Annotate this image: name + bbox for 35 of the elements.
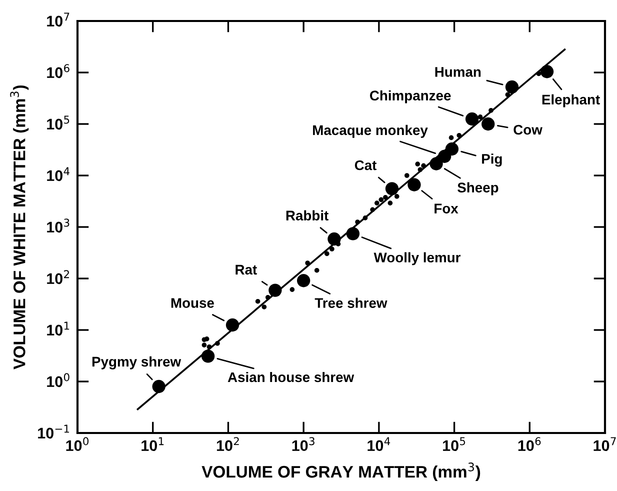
annotation: Macaque monkey bbox=[313, 124, 428, 138]
x-tick-label: 10$^{1}$ bbox=[142, 437, 164, 452]
annotation: Pig bbox=[482, 154, 502, 167]
annotation: Rat bbox=[236, 264, 257, 275]
annotation: Chimpanzee bbox=[370, 90, 451, 104]
annotation: Rabbit bbox=[286, 210, 328, 220]
y-axis-title: VOLUME OF WHITE MATTER (mm$^{3}$) bbox=[10, 85, 29, 370]
x-tick-label: 10$^{4}$ bbox=[368, 437, 390, 452]
x-tick-label: 10$^{0}$ bbox=[66, 437, 89, 452]
y-tick-label: 10$^{2}$ bbox=[47, 270, 69, 284]
y-tick-label: 10$^{4}$ bbox=[47, 167, 70, 182]
x-axis-title: VOLUME OF GRAY MATTER (mm$^{3}$) bbox=[202, 462, 480, 482]
annotation: Elephant bbox=[542, 94, 600, 108]
y-tick-label: 10$^{1}$ bbox=[47, 322, 70, 336]
y-tick-label: 10$^{−1}$ bbox=[38, 424, 70, 439]
x-tick-label: 10$^{2}$ bbox=[216, 437, 239, 452]
annotation: Cow bbox=[514, 124, 542, 135]
annotation: Pygmy shrew bbox=[92, 356, 182, 370]
y-tick-label: 10$^{6}$ bbox=[47, 64, 70, 78]
annotation: Human bbox=[435, 67, 481, 77]
x-tick-label: 10$^{5}$ bbox=[443, 437, 466, 452]
x-tick-label: 10$^{6}$ bbox=[518, 437, 541, 452]
y-tick-label: 10$^{3}$ bbox=[47, 218, 70, 233]
annotation: Tree shrew bbox=[314, 298, 388, 308]
annotation: Mouse bbox=[171, 298, 214, 308]
annotation: Asian house shrew bbox=[228, 372, 354, 382]
y-tick-label: 10$^{0}$ bbox=[47, 373, 70, 388]
annotation: Sheep bbox=[458, 182, 498, 196]
y-tick-label: 10$^{7}$ bbox=[47, 12, 70, 27]
x-tick-label: 10$^{3}$ bbox=[292, 437, 314, 452]
annotation: Fox bbox=[434, 204, 458, 214]
x-tick-label: 10$^{7}$ bbox=[594, 437, 616, 452]
annotation: Woolly lemur bbox=[374, 252, 461, 266]
annotation: Cat bbox=[354, 160, 377, 170]
y-tick-label: 10$^{5}$ bbox=[47, 116, 70, 130]
